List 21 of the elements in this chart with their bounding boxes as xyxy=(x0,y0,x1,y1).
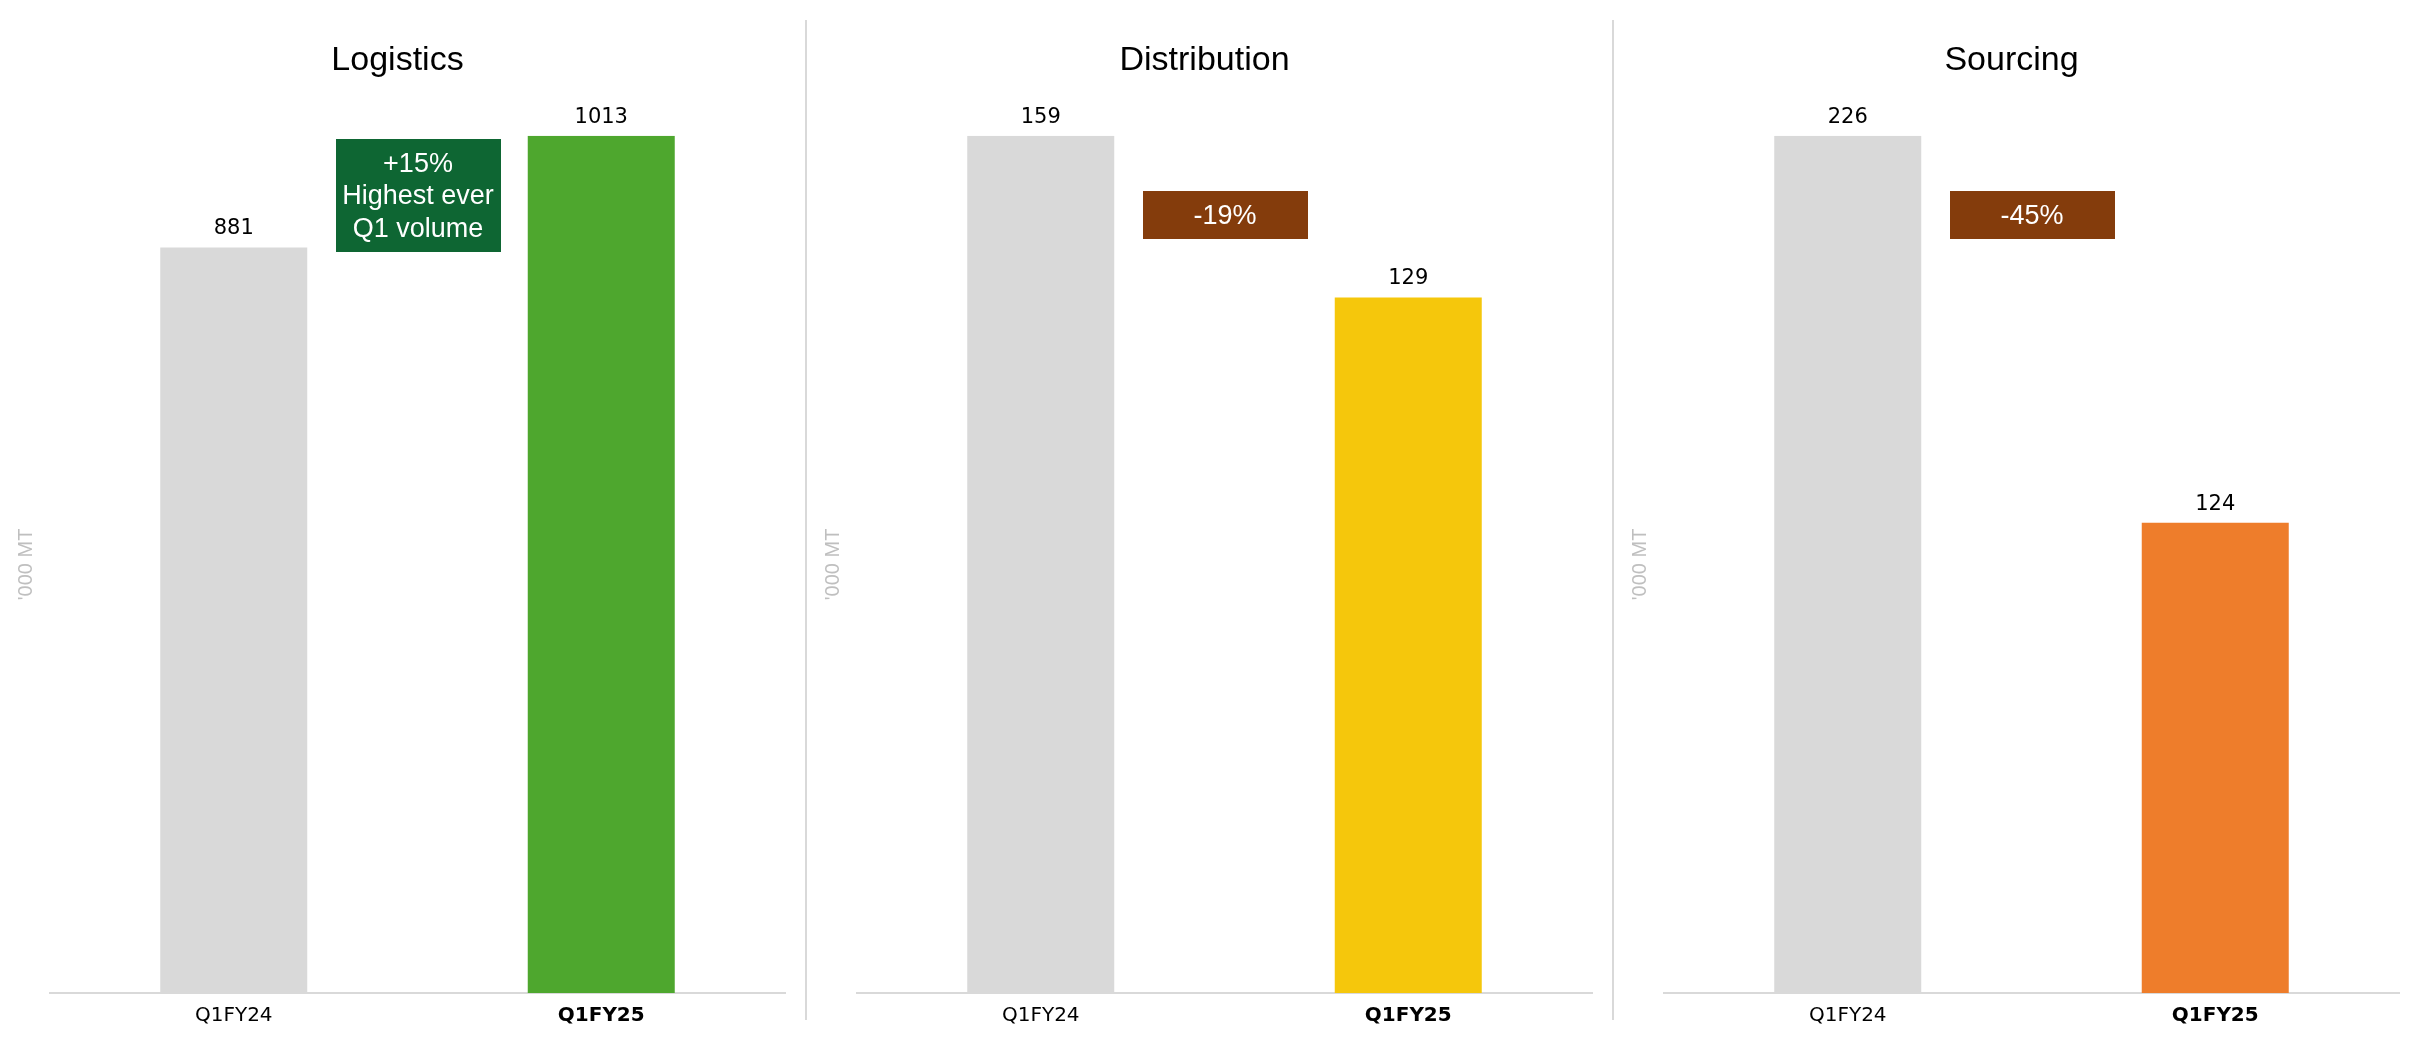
x-tick-label: Q1FY25 xyxy=(557,1002,645,1027)
x-tick-label: Q1FY24 xyxy=(194,1002,273,1027)
y-axis-title: '000 MT xyxy=(1627,528,1650,601)
x-tick-label: Q1FY25 xyxy=(2171,1002,2259,1027)
x-tick-label: Q1FY24 xyxy=(1808,1002,1887,1027)
chart-title: Distribution xyxy=(1119,38,1290,77)
chart-title: Logistics xyxy=(331,38,464,77)
data-label: 881 xyxy=(213,215,254,240)
data-label: 1013 xyxy=(574,103,628,128)
data-label: 129 xyxy=(1388,265,1429,290)
y-axis-title: '000 MT xyxy=(820,528,843,601)
callout-box: -19% xyxy=(1142,190,1308,240)
chart-title: Sourcing xyxy=(1944,38,2079,77)
data-label: 226 xyxy=(1827,103,1868,128)
x-tick-label: Q1FY24 xyxy=(1001,1002,1080,1027)
data-label: 159 xyxy=(1020,103,1061,128)
y-axis-title: '000 MT xyxy=(13,528,36,601)
x-tick-label: Q1FY25 xyxy=(1364,1002,1452,1027)
callout-box: +15% Highest ever Q1 volume xyxy=(335,138,501,252)
callout-box: -45% xyxy=(1949,190,2115,240)
data-label: 124 xyxy=(2195,490,2236,515)
